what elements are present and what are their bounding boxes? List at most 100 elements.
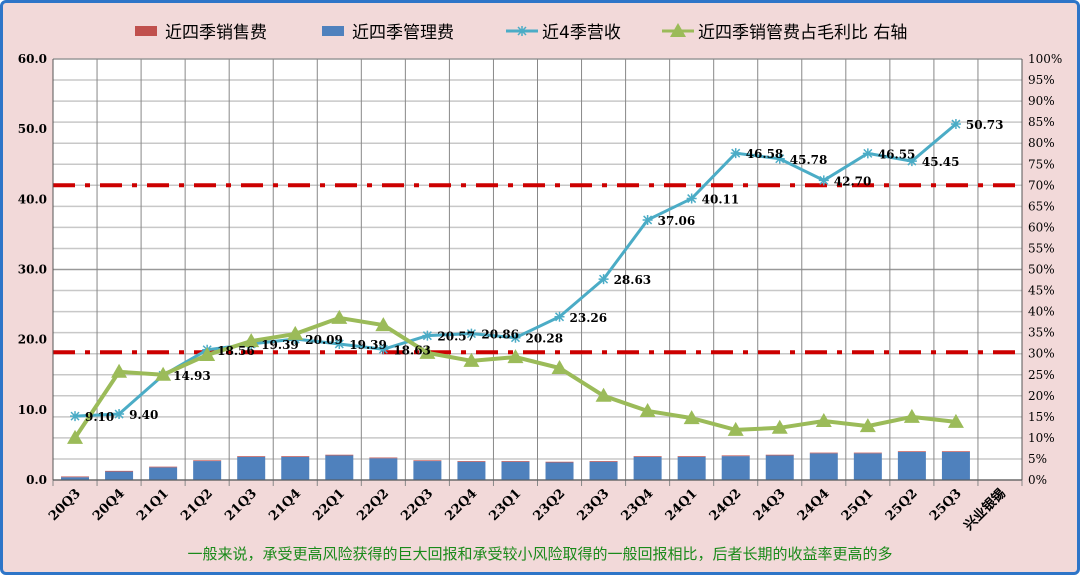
x-tick-label: 23Q2	[531, 486, 569, 524]
x-tick-label: 24Q1	[663, 486, 701, 524]
bar-admin-fee	[677, 456, 706, 480]
ratio-marker	[771, 419, 788, 434]
right-tick-label: 50%	[1028, 263, 1055, 277]
left-tick-label: 40.0	[18, 192, 47, 206]
right-tick-label: 10%	[1028, 431, 1055, 445]
legend-swatch	[322, 26, 344, 36]
revenue-data-label: 23.26	[570, 311, 608, 325]
right-tick-label: 15%	[1028, 410, 1055, 424]
revenue-data-label: 20.86	[481, 328, 519, 342]
bar-admin-fee	[149, 467, 178, 480]
revenue-marker	[510, 332, 521, 343]
revenue-marker	[906, 156, 917, 167]
bar-sales-fee	[149, 466, 178, 468]
bar-sales-fee	[677, 456, 706, 457]
bar-admin-fee	[105, 471, 134, 480]
bar-sales-fee	[721, 455, 750, 457]
right-tick-label: 75%	[1028, 157, 1055, 171]
x-tick-label: 21Q2	[178, 486, 216, 524]
bar-admin-fee	[721, 456, 750, 480]
bar-sales-fee	[237, 456, 266, 457]
ratio-marker	[375, 317, 392, 332]
legend-label: 近四季管理费	[352, 23, 454, 43]
revenue-marker	[598, 274, 609, 285]
bar-admin-fee	[369, 458, 398, 480]
bar-admin-fee	[61, 477, 90, 480]
revenue-marker	[642, 214, 653, 225]
ratio-marker	[859, 418, 876, 433]
bar-admin-fee	[193, 461, 222, 480]
x-tick-label: 23Q3	[575, 486, 613, 524]
footnote: 一般来说，承受更高风险获得的巨大回报和承受较小风险取得的一般回报相比，后者长期的…	[187, 545, 892, 563]
revenue-data-label: 18.56	[217, 344, 255, 358]
legend-label: 近四季销管费占毛利比 右轴	[698, 23, 907, 43]
bar-sales-fee	[193, 460, 222, 462]
bar-sales-fee	[941, 451, 970, 452]
ratio-marker	[903, 408, 920, 423]
ratio-marker	[507, 349, 524, 364]
right-tick-label: 25%	[1028, 368, 1055, 382]
left-tick-label: 50.0	[18, 122, 47, 136]
x-tick-label: 21Q1	[134, 486, 172, 524]
revenue-data-label: 20.09	[305, 333, 343, 347]
left-tick-label: 30.0	[18, 263, 47, 277]
legend-marker	[670, 23, 686, 37]
x-tick-label: 25Q3	[927, 486, 965, 524]
bar-sales-fee	[589, 461, 618, 462]
revenue-data-label: 42.70	[834, 174, 872, 188]
revenue-marker	[862, 148, 873, 159]
right-tick-label: 30%	[1028, 347, 1055, 361]
bar-admin-fee	[545, 462, 574, 480]
bar-sales-fee	[457, 461, 486, 462]
right-tick-label: 55%	[1028, 241, 1055, 255]
bar-admin-fee	[897, 451, 926, 480]
ratio-marker	[815, 413, 832, 428]
x-tick-label: 20Q4	[90, 486, 128, 524]
bar-admin-fee	[325, 455, 354, 480]
revenue-marker	[422, 330, 433, 341]
ratio-marker	[683, 410, 700, 425]
revenue-marker	[818, 175, 829, 186]
right-tick-label: 90%	[1028, 94, 1055, 108]
left-tick-label: 60.0	[18, 52, 47, 66]
x-tick-label: 24Q4	[795, 486, 833, 524]
revenue-data-label: 20.57	[437, 330, 475, 344]
bar-admin-fee	[589, 461, 618, 480]
x-tick-label: 22Q2	[354, 486, 392, 524]
bar-sales-fee	[765, 454, 794, 456]
bar-admin-fee	[281, 456, 310, 480]
revenue-marker	[114, 409, 125, 420]
right-tick-label: 45%	[1028, 284, 1055, 298]
x-tick-label: 24Q2	[707, 486, 745, 524]
x-tick-label: 22Q1	[310, 486, 348, 524]
bar-admin-fee	[457, 461, 486, 480]
bar-sales-fee	[413, 460, 442, 462]
bar-sales-fee	[853, 452, 882, 454]
right-tick-label: 80%	[1028, 136, 1055, 150]
revenue-data-label: 18.63	[393, 343, 431, 357]
bar-sales-fee	[325, 454, 354, 456]
revenue-data-label: 46.58	[746, 147, 784, 161]
x-tick-label: 21Q4	[266, 486, 304, 524]
legend-marker	[517, 26, 527, 36]
ratio-marker	[463, 352, 480, 367]
ratio-marker	[199, 346, 216, 361]
legend-swatch	[135, 26, 157, 36]
x-tick-label: 24Q3	[751, 486, 789, 524]
revenue-data-label: 19.39	[349, 338, 387, 352]
revenue-data-label: 45.45	[922, 155, 960, 169]
bar-sales-fee	[897, 451, 926, 452]
ratio-marker	[595, 387, 612, 402]
right-tick-label: 0%	[1028, 473, 1047, 487]
left-tick-label: 20.0	[18, 333, 47, 347]
ratio-marker	[551, 360, 568, 375]
right-tick-label: 65%	[1028, 199, 1055, 213]
x-tick-label: 23Q4	[619, 486, 657, 524]
revenue-marker	[730, 148, 741, 159]
bar-sales-fee	[545, 461, 574, 463]
ratio-marker	[331, 309, 348, 324]
revenue-marker	[466, 328, 477, 339]
x-tick-label: 23Q1	[486, 486, 524, 524]
bar-admin-fee	[413, 461, 442, 480]
x-tick-label: 25Q1	[839, 486, 877, 524]
